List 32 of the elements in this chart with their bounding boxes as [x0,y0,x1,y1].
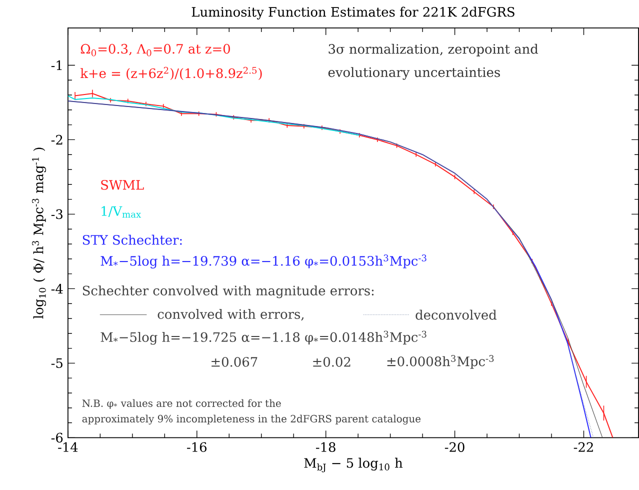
legend-label: convolved with errors, [158,309,304,321]
x-tick-label: -14 [58,442,78,452]
x-tick-label: -18 [316,442,336,452]
x-axis-title: M$_{bJ}$ − 5 log$_{10}$ h [304,458,403,472]
y-tick-label: -6 [51,432,63,443]
chart-title: Luminosity Function Estimates for 221K 2dFGRS [192,6,514,20]
annotation: ±0.067 [212,357,258,367]
annotation: ±0.0008h$^{3}$Mpc$^{-3}$ [387,355,494,369]
annotation: approximately 9% incompleteness in the 2dFGRS parent catalogue [82,414,421,425]
text: STY Schechter: [82,234,182,245]
y-tick-label: -4 [51,284,63,294]
annotation: 3σ normalization, zeropoint and [328,44,538,57]
annotation: evolutionary uncertainties [328,67,500,80]
x-tick-label: -20 [444,442,464,452]
line-series [68,95,360,136]
y-tick-label: -1 [51,60,62,70]
annotation: M$_{*}$−5log h=−19.739 α=−1.16 φ$_{*}$=0.0153h$^{3}$Mpc$^{-3}$ [100,254,426,269]
annotation: ±0.02 [313,357,350,367]
annotation: M$_{*}$−5log h=−19.725 α=−1.18 φ$_{*}$=0.0148h$^{3}$Mpc$^{-3}$ [100,330,426,345]
text: SWML [101,180,144,190]
x-tick-label: -22 [574,442,593,452]
annotation: Ω$_{0}$=0.3, Λ$_{0}$=0.7 at z=0 [80,44,230,56]
annotation: Schechter convolved with magnitude errors: [82,286,374,298]
text: 1/V$_{max}$ [102,206,142,218]
text: log$_{10}$ ( Φ/ h$^{3}$ Mpc$^{-3}$ mag$^{-1}$ ) [32,148,46,319]
annotation: k+e = (z+6z$^{2}$)/(1.0+8.9z$^{2.5}$) [80,67,262,80]
legend-label: deconvolved [416,310,497,320]
y-tick-label: -2 [51,135,62,145]
annotation: N.B. φ$_{*}$ values are not corrected for the [82,399,281,410]
x-tick-label: -16 [187,442,206,452]
y-tick-label: -3 [51,209,62,220]
y-tick-label: -5 [51,358,62,368]
